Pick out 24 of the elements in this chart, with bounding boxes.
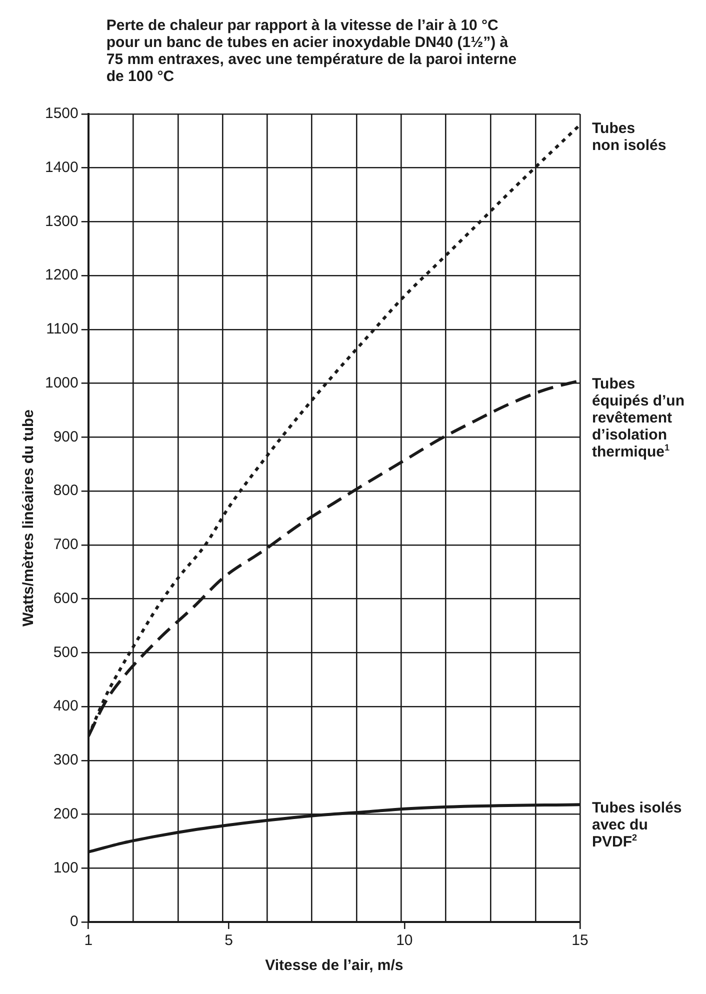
- x-tick-label: 1: [84, 932, 93, 950]
- y-tick-label: 700: [53, 536, 78, 554]
- y-tick-label: 1300: [44, 212, 78, 230]
- y-tick-label: 1500: [44, 105, 78, 122]
- y-tick-label: 1400: [44, 159, 78, 176]
- y-tick-label: 900: [53, 428, 78, 446]
- y-tick-label: 200: [53, 805, 78, 822]
- x-tick-label: 15: [572, 932, 588, 950]
- y-tick-label: 1000: [44, 374, 78, 392]
- x-axis-title: Vitesse de l’air, m/s: [265, 957, 404, 974]
- y-axis-title: Watts/mètres linéaires du tube: [20, 409, 38, 627]
- y-tick-label: 300: [53, 752, 78, 769]
- x-tick-label: 10: [396, 932, 413, 950]
- chart-title: Perte de chaleur par rapport à la vitesse de l’air à 10 °C pour un banc de tubes en acier inoxydable DN40 (1½”) à 75 mm entraxes, avec une température de la paroi interne de 100 °C: [106, 17, 517, 85]
- y-tick-label: 1100: [46, 320, 78, 338]
- y-tick-label: 800: [53, 482, 78, 500]
- y-tick-label: 500: [53, 644, 78, 661]
- y-tick-label: 1200: [44, 266, 78, 284]
- y-tick-label: 100: [53, 859, 78, 876]
- series-label: Tubes non isolés: [592, 120, 666, 154]
- y-tick-label: 400: [53, 698, 78, 715]
- x-tick-label: 5: [224, 932, 234, 950]
- y-tick-label: 600: [53, 590, 78, 607]
- y-tick-label: 0: [70, 913, 78, 930]
